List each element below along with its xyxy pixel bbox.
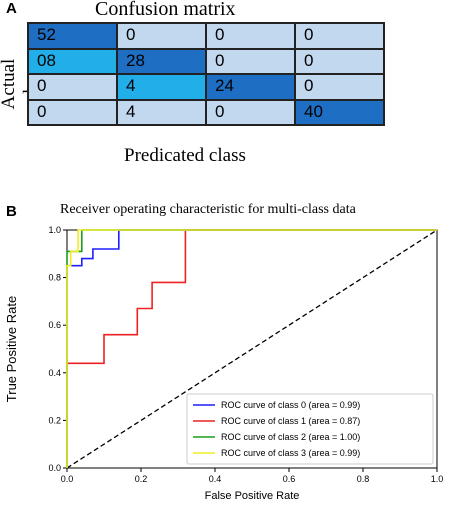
x-tick-label: 1.0	[431, 474, 444, 484]
confusion-matrix-cell: 24	[206, 74, 295, 100]
confusion-matrix-cell: 0	[206, 48, 295, 74]
legend-label: ROC curve of class 1 (area = 0.87)	[221, 416, 360, 426]
x-tick-label: 0.0	[61, 474, 74, 484]
y-axis-label: True Positive Rate	[4, 296, 19, 402]
confusion-matrix-cell: 0	[28, 99, 117, 125]
confusion-matrix-cell: 40	[295, 99, 384, 125]
confusion-matrix-cell: 0	[28, 74, 117, 100]
y-tick-label: 1.0	[48, 225, 61, 235]
y-tick-label: 0.4	[48, 368, 61, 378]
confusion-matrix-xlabel: Predicated class	[124, 145, 246, 166]
confusion-matrix-cell: 4	[117, 99, 206, 125]
y-tick-label: 0.0	[48, 463, 61, 473]
confusion-matrix-cell: 4	[117, 74, 206, 100]
confusion-matrix-cell: 0	[295, 23, 384, 49]
roc-curve-class-3	[66, 229, 437, 468]
panel-label-b: B	[6, 203, 17, 220]
confusion-matrix-cell: 0	[206, 99, 295, 125]
x-tick-label: 0.6	[283, 474, 296, 484]
confusion-matrix-cell: 52	[28, 23, 117, 49]
roc-chart-title: Receiver operating characteristic for mu…	[60, 202, 356, 217]
roc-curve-class-0	[66, 229, 437, 468]
confusion-matrix-title: Confusion matrix	[95, 0, 236, 20]
legend-label: ROC curve of class 0 (area = 0.99)	[221, 400, 360, 410]
legend-label: ROC curve of class 3 (area = 0.99)	[221, 448, 360, 458]
y-tick-label: 0.8	[48, 273, 61, 283]
legend: ROC curve of class 0 (area = 0.99) ROC cu…	[186, 393, 434, 465]
confusion-matrix-cell: 0	[206, 23, 295, 49]
legend-label: ROC curve of class 2 (area = 1.00)	[221, 432, 360, 442]
confusion-matrix-cell: 0	[117, 23, 206, 49]
x-tick-label: 0.8	[357, 474, 370, 484]
chance-diagonal-line	[66, 229, 438, 469]
confusion-matrix-cell: 0	[295, 74, 384, 100]
confusion-matrix-cell: 28	[117, 48, 206, 74]
y-tick-label: 0.6	[48, 320, 61, 330]
x-axis-label: False Positive Rate	[205, 490, 300, 502]
roc-curve-class-1	[66, 229, 437, 468]
confusion-matrix-cell: 0	[295, 48, 384, 74]
confusion-matrix-cell: 08	[28, 48, 117, 74]
legend-box	[186, 393, 434, 465]
panel-label-a: A	[6, 0, 17, 17]
confusion-matrix-grid: 52 0 0 0 08 28 0 0 0 4 24 0 0 4 0 40	[27, 22, 385, 126]
y-tick-label: 0.2	[48, 415, 61, 425]
x-tick-label: 0.2	[135, 474, 148, 484]
x-tick-label: 0.4	[209, 474, 222, 484]
